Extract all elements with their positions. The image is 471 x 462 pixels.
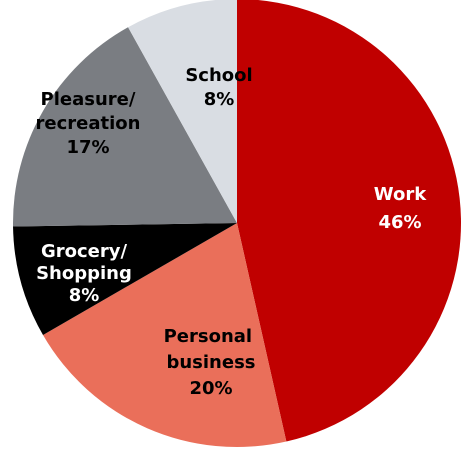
slice-label-line: Work	[374, 184, 427, 205]
slice-value-label: 8%	[69, 285, 100, 306]
slice-value-label: 46%	[378, 212, 421, 233]
slice-label: Work	[374, 184, 427, 205]
pie-slice	[13, 27, 238, 227]
slice-label-line: Shopping	[36, 263, 132, 284]
slice-value-label: 8%	[204, 89, 235, 110]
slice-label: School	[185, 65, 252, 86]
slice-label-line: School	[185, 65, 252, 86]
slice-label-line: recreation	[36, 113, 141, 134]
pie-slice	[128, 0, 237, 223]
slice-label-line: Grocery/	[41, 241, 128, 262]
slice-label: Grocery/Shopping	[36, 241, 132, 284]
slice-label: Personal business	[164, 326, 259, 373]
pie-slice	[237, 0, 461, 442]
slice-label: Pleasure/recreation	[36, 89, 141, 134]
pie-slice	[13, 223, 237, 335]
slice-label-line: Pleasure/	[41, 89, 136, 110]
slice-label-line: business	[166, 352, 255, 373]
slice-value-label: 17%	[66, 137, 109, 158]
slice-value-label: 20%	[189, 378, 232, 399]
slice-label-line: Personal	[164, 326, 259, 347]
pie-slice	[43, 223, 287, 447]
